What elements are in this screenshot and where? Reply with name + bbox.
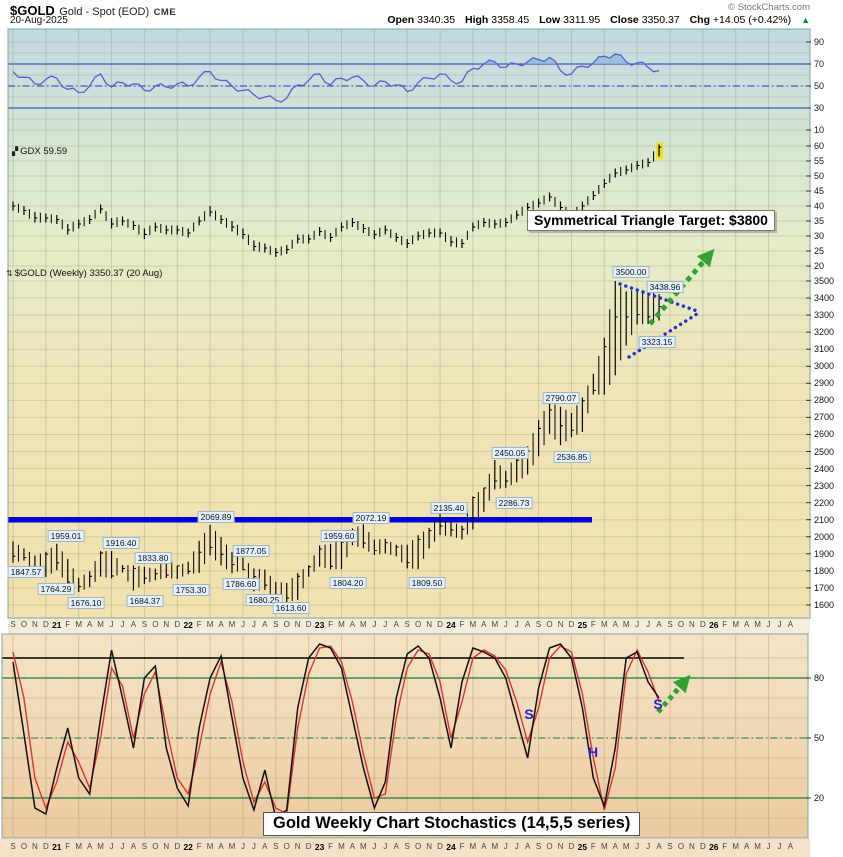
gdx-ytick: 40 [814, 201, 825, 211]
gold-ytick: 2700 [814, 412, 835, 423]
symbol-name: Gold - Spot (EOD) [59, 6, 150, 18]
gdx-pane-text: GDX 59.59 [20, 146, 68, 157]
low-value: 3311.95 [563, 14, 601, 26]
triangle-target-annotation: Symmetrical Triangle Target: $3800 [527, 210, 775, 231]
symbol-label: $GOLD [10, 3, 55, 18]
gold-ytick: 2300 [814, 480, 835, 491]
gdx-ytick: 30 [814, 231, 825, 241]
gold-ytick: 3400 [814, 293, 835, 304]
gdx-ytick: 20 [814, 261, 825, 271]
gold-ytick: 3500 [814, 276, 835, 286]
indicator-icon: ▞ [12, 147, 19, 156]
copyright-label: © StockCharts.com [728, 2, 810, 13]
high-label: High [465, 14, 489, 26]
gdx-ytick: 45 [814, 186, 825, 196]
gdx-ytick: 60 [814, 141, 825, 151]
gdx-pane-label: ▞ GDX 59.59 [12, 146, 67, 157]
gdx-ytick: 50 [814, 171, 825, 181]
oscillator-ytick: 90 [814, 37, 825, 47]
low-label: Low [539, 14, 561, 26]
stoch-ytick: 80 [814, 673, 825, 683]
oscillator-ytick: 30 [814, 103, 825, 113]
x-axis-strip-top [8, 618, 810, 634]
chart-header: $GOLD Gold - Spot (EOD) CME [10, 2, 830, 18]
gold-ytick: 1600 [814, 599, 835, 610]
gold-pane-text: $GOLD (Weekly) 3350.37 (20 Aug) [14, 268, 163, 279]
close-value: 3350.37 [641, 14, 680, 26]
open-value: 3340.35 [417, 14, 456, 26]
gold-ytick: 2200 [814, 497, 835, 508]
oscillator-ytick: 10 [814, 125, 825, 135]
chg-label: Chg [689, 14, 710, 26]
gold-ytick: 1800 [814, 565, 835, 576]
gold-pane-label: ⇅ $GOLD (Weekly) 3350.37 (20 Aug) [6, 268, 162, 279]
gold-ytick: 3300 [814, 310, 835, 321]
stochastics-title-box: Gold Weekly Chart Stochastics (14,5,5 se… [263, 812, 641, 836]
high-value: 3358.45 [491, 14, 530, 26]
change-up-icon: ▲ [801, 15, 810, 25]
gold-ytick: 2000 [814, 531, 835, 542]
stoch-ytick: 20 [814, 793, 825, 803]
oscillator-ytick: 50 [814, 81, 825, 91]
toggle-updown-icon: ⇅ [6, 269, 13, 278]
gdx-ytick: 35 [814, 216, 825, 226]
stoch-ytick: 50 [814, 733, 825, 743]
gold-ytick: 1900 [814, 548, 835, 559]
gold-ytick: 2500 [814, 446, 835, 457]
gdx-ytick: 25 [814, 246, 825, 256]
exchange-label: CME [153, 7, 177, 18]
chart-date: 20-Aug-2025 [10, 15, 68, 26]
stochastics-background [2, 634, 808, 838]
gold-ytick: 2400 [814, 463, 835, 474]
x-axis-strip-bottom [0, 839, 810, 857]
gold-ytick: 2900 [814, 378, 835, 389]
gold-ytick: 3000 [814, 361, 835, 372]
gdx-ytick: 55 [814, 156, 825, 166]
close-label: Close [610, 14, 639, 26]
open-label: Open [387, 14, 415, 26]
gold-ytick: 2100 [814, 514, 835, 525]
gold-ytick: 3200 [814, 327, 835, 338]
oscillator-ytick: 70 [814, 59, 825, 69]
ohlc-quote-bar: Open 3340.35 High 3358.45 Low 3311.95 Cl… [387, 14, 810, 26]
gold-ytick: 2600 [814, 429, 835, 440]
gold-ytick: 2800 [814, 395, 835, 406]
gold-ytick: 1700 [814, 582, 835, 593]
gold-ytick: 3100 [814, 344, 835, 355]
chg-value: +14.05 (+0.42%) [712, 14, 792, 26]
upper-chart-background [8, 29, 810, 618]
